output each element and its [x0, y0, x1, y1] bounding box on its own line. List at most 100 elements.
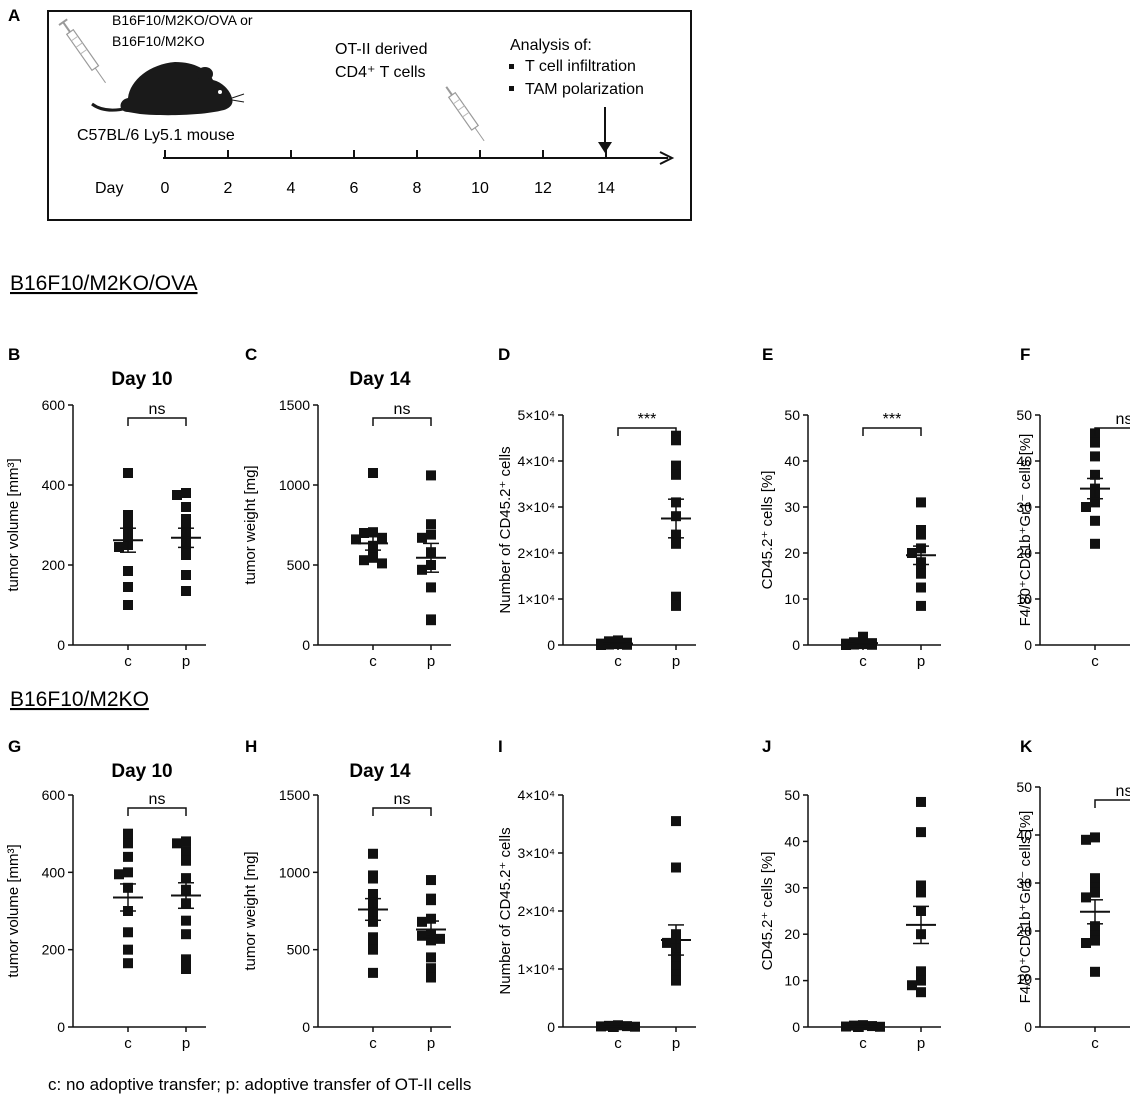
x-tick-label: p: [427, 653, 435, 670]
data-point: [671, 961, 681, 972]
x-tick-label: c: [124, 653, 132, 670]
panel-letter: D: [498, 345, 510, 364]
data-point: [181, 929, 191, 940]
data-point: [181, 488, 191, 498]
significance-bracket: [617, 427, 677, 436]
mouse-strain-label: C57BL/6 Ly5.1 mouse: [77, 127, 235, 144]
data-point: [123, 828, 133, 839]
data-point: [181, 836, 191, 847]
panel-letter: F: [1020, 345, 1030, 364]
y-tick-label: 200: [42, 942, 66, 958]
data-point: [916, 600, 926, 611]
significance-label: ns: [394, 791, 411, 808]
data-point: [671, 435, 681, 446]
analysis-bullet: [509, 86, 514, 91]
mouse-icon: [91, 62, 245, 116]
significance-bracket: [127, 807, 187, 816]
data-point: [1081, 938, 1091, 948]
y-axis-label: CD45.2⁺ cells [%]: [759, 852, 776, 971]
data-point: [368, 552, 378, 563]
chart-j: J 0 10 20 30 40 50 CD45.2⁺ cells [%] c p: [759, 737, 941, 1052]
data-point: [907, 980, 917, 991]
data-point: [377, 532, 387, 543]
y-axis-label: tumor weight [mg]: [242, 465, 259, 584]
y-tick-label: 40: [784, 833, 800, 849]
chart-title: Day 14: [349, 761, 411, 782]
data-point: [1090, 515, 1100, 526]
timeline-ticks: 0 2 4 6 8 10 12 14: [161, 150, 615, 197]
data-point: [1090, 451, 1100, 462]
y-tick-label: 3×10⁴: [517, 499, 555, 515]
y-tick-label: 1000: [279, 477, 310, 493]
data-point: [181, 954, 191, 965]
chart-d: D 0 1×10⁴ 2×10⁴ 3×10⁴ 4×10⁴ 5×10⁴ Number of CD4…: [497, 345, 696, 670]
y-tick-label: 600: [42, 787, 66, 803]
data-point: [123, 958, 133, 969]
y-tick-label: 4×10⁴: [517, 787, 555, 803]
y-tick-label: 40: [784, 453, 800, 469]
data-point: [671, 952, 681, 963]
y-tick-label: 20: [1016, 923, 1032, 939]
panel-letter: K: [1020, 737, 1033, 756]
y-tick-label: 400: [42, 477, 66, 493]
data-point: [417, 532, 427, 543]
data-point: [351, 534, 361, 545]
y-tick-label: 10: [1016, 971, 1032, 987]
y-tick-label: 0: [1024, 1019, 1032, 1035]
y-tick-label: 0: [792, 637, 800, 653]
y-tick-label: 2×10⁴: [517, 545, 555, 561]
data-point: [172, 838, 182, 849]
y-tick-label: 0: [1024, 637, 1032, 653]
y-tick-label: 5×10⁴: [517, 407, 555, 423]
y-tick-label: 2×10⁴: [517, 903, 555, 919]
data-point: [181, 570, 191, 580]
significance-label: ns: [149, 401, 166, 418]
panel-letter: B: [8, 345, 20, 364]
data-point: [417, 916, 427, 927]
data-point: [368, 944, 378, 955]
data-point: [123, 600, 133, 610]
injection-line-2: B16F10/M2KO: [112, 33, 205, 49]
data-point: [181, 873, 191, 884]
data-point: [368, 527, 378, 538]
schematic-frame: [47, 10, 692, 221]
significance-label: ***: [883, 411, 902, 428]
data-point: [916, 561, 926, 572]
data-point: [916, 987, 926, 998]
data-point: [368, 935, 378, 946]
significance-label: ns: [394, 401, 411, 418]
data-point: [875, 1021, 885, 1032]
data-point: [426, 875, 436, 886]
data-point: [417, 564, 427, 575]
panel-letter: E: [762, 345, 773, 364]
data-point: [916, 827, 926, 838]
data-point: [368, 967, 378, 978]
data-point: [426, 972, 436, 983]
syringe-icon: [58, 18, 106, 84]
data-point: [426, 582, 436, 593]
transfer-line-1: OT-II derived: [335, 41, 427, 58]
data-point: [1090, 921, 1100, 932]
y-tick-label: 1000: [279, 864, 310, 880]
data-point: [368, 873, 378, 884]
data-point: [426, 963, 436, 974]
analysis-item-2: TAM polarization: [525, 81, 644, 98]
data-point: [1081, 502, 1091, 512]
data-point: [916, 887, 926, 898]
data-point: [858, 631, 868, 642]
data-point: [181, 502, 191, 512]
y-tick-label: 0: [547, 1019, 555, 1035]
data-point: [916, 966, 926, 977]
data-point: [114, 542, 124, 552]
data-point: [181, 846, 191, 857]
y-tick-label: 30: [1016, 875, 1032, 891]
x-tick-label: p: [427, 1035, 435, 1052]
timeline-day-value: 0: [161, 180, 170, 197]
y-tick-label: 200: [42, 557, 66, 573]
panel-letter-a: A: [8, 6, 20, 25]
timeline-day-value: 14: [597, 180, 615, 197]
y-axis-label: tumor volume [mm³]: [5, 458, 22, 591]
y-axis-label: tumor volume [mm³]: [5, 844, 22, 977]
panel-letter: G: [8, 737, 21, 756]
timeline-day-value: 8: [413, 180, 422, 197]
